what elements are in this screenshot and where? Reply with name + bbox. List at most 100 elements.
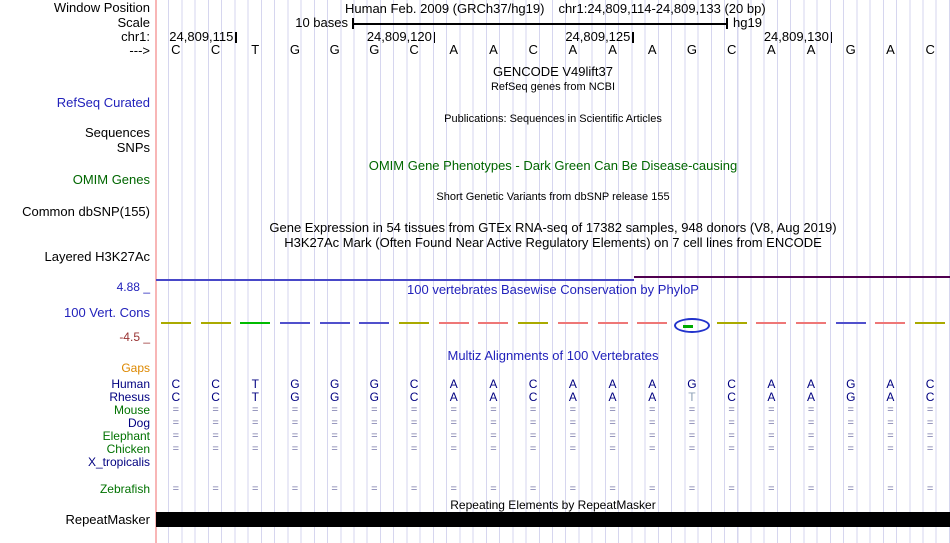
alignment-match: = — [172, 417, 180, 429]
alignment-match: = — [331, 483, 338, 495]
alignment-match: = — [768, 417, 775, 429]
alignment-match: = — [926, 404, 934, 416]
conservation-dash-red — [597, 322, 628, 325]
alignment-base: C — [211, 390, 220, 404]
alignment-match: = — [529, 404, 537, 416]
conservation-green-dash — [683, 325, 693, 328]
ruler-number: 24,809,115 — [169, 29, 234, 44]
track-title-omim[interactable]: OMIM Gene Phenotypes - Dark Green Can Be… — [368, 158, 738, 173]
alignment-mismatch-base: T — [688, 390, 696, 404]
conservation-dash-olive — [716, 322, 747, 325]
repeatmasker-bar[interactable] — [156, 512, 950, 527]
alignment-match: = — [728, 430, 735, 442]
species-label-dog[interactable]: Dog — [127, 416, 150, 430]
alignment-match: = — [807, 443, 815, 455]
alignment-match: = — [529, 430, 537, 442]
alignment-base: C — [925, 377, 935, 391]
alignment-match: = — [490, 404, 497, 416]
track-title-gencode[interactable]: GENCODE V49lift37 — [493, 64, 613, 79]
track-subtitle-ncbi-refseq[interactable]: RefSeq genes from NCBI — [490, 81, 616, 93]
alignment-match: = — [410, 483, 418, 495]
alignment-match: = — [529, 443, 537, 455]
alignment-match: = — [450, 404, 457, 416]
track-label-dbsnp[interactable]: Common dbSNP(155) — [22, 204, 150, 219]
species-label-human[interactable]: Human — [111, 377, 150, 391]
alignment-match: = — [688, 443, 696, 455]
alignment-base: G — [329, 377, 340, 391]
track-title-gtex[interactable]: Gene Expression in 54 tissues from GTEx … — [269, 220, 837, 235]
track-label-snps[interactable]: SNPs — [116, 140, 150, 155]
alignment-match: = — [887, 430, 894, 442]
species-label-elephant[interactable]: Elephant — [102, 429, 150, 443]
track-title-repeatmasker[interactable]: Repeating Elements by RepeatMasker — [450, 498, 656, 512]
conservation-dash-olive — [518, 322, 549, 325]
track-title-publications[interactable]: Publications: Sequences in Scientific Ar… — [444, 113, 662, 125]
alignment-base: G — [369, 390, 380, 404]
alignment-base: G — [687, 377, 697, 391]
track-title-multiz[interactable]: Multiz Alignments of 100 Vertebrates — [447, 348, 659, 363]
species-label-rhesus[interactable]: Rhesus — [109, 390, 150, 404]
alignment-match: = — [609, 417, 616, 429]
alignment-base: A — [489, 377, 498, 391]
strand-direction-label: ---> — [129, 43, 150, 58]
alignment-base: C — [409, 390, 419, 404]
track-label-conservation[interactable]: 100 Vert. Cons — [64, 305, 150, 320]
alignment-match: = — [768, 404, 775, 416]
sequence-base: C — [726, 42, 737, 57]
track-label-h3k27ac[interactable]: Layered H3K27Ac — [44, 249, 150, 264]
alignment-base: A — [886, 377, 895, 391]
alignment-base: A — [489, 390, 498, 404]
alignment-match: = — [490, 417, 497, 429]
alignment-match: = — [252, 430, 259, 442]
alignment-match: = — [331, 430, 338, 442]
alignment-match: = — [172, 483, 180, 495]
species-label-zebrafish[interactable]: Zebrafish — [99, 482, 150, 496]
alignment-match: = — [410, 430, 418, 442]
track-title-h3k27ac[interactable]: H3K27Ac Mark (Often Found Near Active Re… — [284, 235, 822, 250]
track-label-sequences[interactable]: Sequences — [84, 125, 150, 140]
alignment-match: = — [252, 443, 259, 455]
sequence-base: A — [767, 42, 776, 57]
alignment-match: = — [331, 404, 338, 416]
track-label-refseq[interactable]: RefSeq Curated — [56, 95, 150, 110]
species-label-chicken[interactable]: Chicken — [106, 442, 150, 456]
ruler-tick-mark — [235, 32, 237, 43]
sequence-base: G — [845, 42, 856, 57]
alignment-match: = — [252, 417, 259, 429]
track-title-phylop[interactable]: 100 vertebrates Basewise Conservation by… — [407, 282, 699, 297]
alignment-base: A — [807, 377, 816, 391]
alignment-base: G — [290, 377, 300, 391]
track-label-repeatmasker[interactable]: RepeatMasker — [65, 512, 150, 527]
alignment-match: = — [172, 430, 180, 442]
alignment-match: = — [807, 483, 815, 495]
alignment-match: = — [490, 443, 497, 455]
sequence-base: T — [251, 42, 260, 57]
track-label-omim[interactable]: OMIM Genes — [72, 172, 150, 187]
alignment-base: G — [369, 377, 380, 391]
alignment-match: = — [649, 443, 656, 455]
alignment-match: = — [371, 404, 378, 416]
alignment-match: = — [212, 417, 219, 429]
sequence-base: G — [289, 42, 300, 57]
sequence-base: A — [608, 42, 617, 57]
conservation-dash-red — [637, 322, 668, 325]
alignment-match: = — [450, 443, 457, 455]
species-label-gaps[interactable]: Gaps — [121, 361, 150, 375]
conservation-dash-blue — [359, 322, 390, 325]
alignment-match: = — [291, 404, 299, 416]
track-title-dbsnp[interactable]: Short Genetic Variants from dbSNP releas… — [436, 191, 670, 203]
sequence-base: A — [449, 42, 459, 57]
alignment-base: A — [608, 377, 617, 391]
alignment-match: = — [728, 404, 735, 416]
species-label-mouse[interactable]: Mouse — [113, 403, 150, 417]
conservation-dash-blue — [319, 322, 350, 325]
ruler-number: 24,809,130 — [763, 29, 829, 44]
alignment-match: = — [490, 483, 497, 495]
species-label-x_tropicalis[interactable]: X_tropicalis — [87, 455, 150, 469]
window-title: Human Feb. 2009 (GRCh37/hg19) chr1:24,809… — [345, 2, 780, 15]
alignment-base: A — [449, 377, 458, 391]
conservation-axis-min: -4.5 _ — [119, 330, 150, 344]
alignment-match: = — [291, 443, 299, 455]
alignment-match: = — [847, 443, 854, 455]
alignment-match: = — [609, 404, 616, 416]
